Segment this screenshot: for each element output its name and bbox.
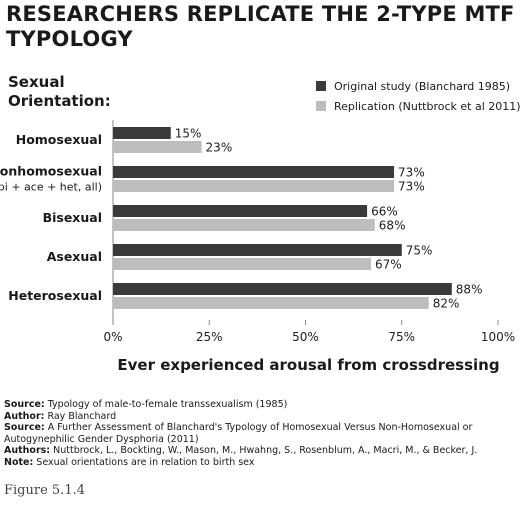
data-label: 73%	[398, 166, 425, 180]
legend-item-replication: Replication (Nuttbrock et al 2011)	[316, 96, 521, 116]
x-tick-label: 100%	[481, 330, 515, 344]
source-line-text: Ray Blanchard	[44, 410, 117, 422]
legend-label-original: Original study (Blanchard 1985)	[334, 79, 511, 93]
x-tick-label: 25%	[196, 330, 223, 344]
source-line-text: Sexual orientations are in relation to b…	[33, 456, 255, 468]
category-label: Asexual	[47, 249, 102, 264]
legend: Original study (Blanchard 1985) Replicat…	[316, 76, 521, 116]
legend-swatch-original	[316, 81, 326, 91]
source-line-label: Author:	[4, 410, 45, 422]
source-line-label: Note:	[4, 456, 34, 468]
bar-replication	[113, 297, 429, 309]
data-label: 88%	[456, 283, 483, 297]
bar-original	[113, 205, 368, 217]
category-label: Homosexual	[16, 132, 102, 147]
data-label: 15%	[175, 127, 202, 141]
data-label: 23%	[206, 141, 233, 155]
source-line: Autogynephilic Gender Dysphoria (2011)	[4, 434, 514, 446]
category-label: (bi + ace + het, all)	[0, 181, 102, 194]
source-line: Authors: Nuttbrock, L., Bockting, W., Ma…	[4, 445, 514, 457]
source-line: Note: Sexual orientations are in relatio…	[4, 457, 514, 469]
bar-replication	[113, 141, 202, 153]
category-label: Bisexual	[43, 210, 102, 225]
x-axis-title: Ever experienced arousal from crossdress…	[117, 356, 500, 374]
chart-title: RESEARCHERS REPLICATE THE 2-TYPE MTF TYP…	[6, 2, 515, 51]
source-line-label: Authors:	[4, 445, 51, 457]
bar-replication	[113, 180, 395, 192]
bar-original	[113, 283, 452, 295]
x-tick-label: 75%	[388, 330, 415, 344]
data-label: 82%	[433, 297, 460, 311]
data-label: 66%	[371, 205, 398, 219]
source-line-label: Source:	[4, 422, 45, 434]
data-label: 75%	[406, 244, 433, 258]
source-line-label: Source:	[4, 399, 45, 410]
legend-swatch-replication	[316, 101, 326, 111]
category-label: Heterosexual	[8, 288, 102, 303]
bar-original	[113, 244, 402, 256]
y-axis-title-line-1: Sexual	[8, 73, 65, 91]
bar-original	[113, 166, 395, 178]
x-tick-label: 0%	[103, 330, 122, 344]
source-line-text: A Further Assessment of Blanchard's Typo…	[44, 422, 473, 434]
bar-replication	[113, 258, 371, 270]
legend-label-replication: Replication (Nuttbrock et al 2011)	[334, 99, 521, 113]
sources-block: Source: Typology of male-to-female trans…	[4, 399, 514, 469]
figure-caption: Figure 5.1.4	[4, 483, 85, 498]
source-line-text: Autogynephilic Gender Dysphoria (2011)	[4, 433, 199, 445]
data-label: 67%	[375, 258, 402, 272]
source-line: Source: A Further Assessment of Blanchar…	[4, 422, 514, 434]
y-axis-title: Sexual Orientation:	[8, 73, 111, 111]
source-line-text: Nuttbrock, L., Bockting, W., Mason, M., …	[50, 445, 478, 457]
source-line: Source: Typology of male-to-female trans…	[4, 399, 514, 411]
data-label: 68%	[379, 219, 406, 233]
category-label: Nonhomosexual	[0, 164, 102, 179]
y-axis-title-line-2: Orientation:	[8, 92, 111, 110]
data-label: 73%	[398, 180, 425, 194]
source-line: Author: Ray Blanchard	[4, 411, 514, 423]
bar-original	[113, 127, 171, 139]
source-line-text: Typology of male-to-female transsexualis…	[44, 399, 288, 410]
bar-replication	[113, 219, 375, 231]
legend-item-original: Original study (Blanchard 1985)	[316, 76, 521, 96]
x-tick-label: 50%	[292, 330, 319, 344]
